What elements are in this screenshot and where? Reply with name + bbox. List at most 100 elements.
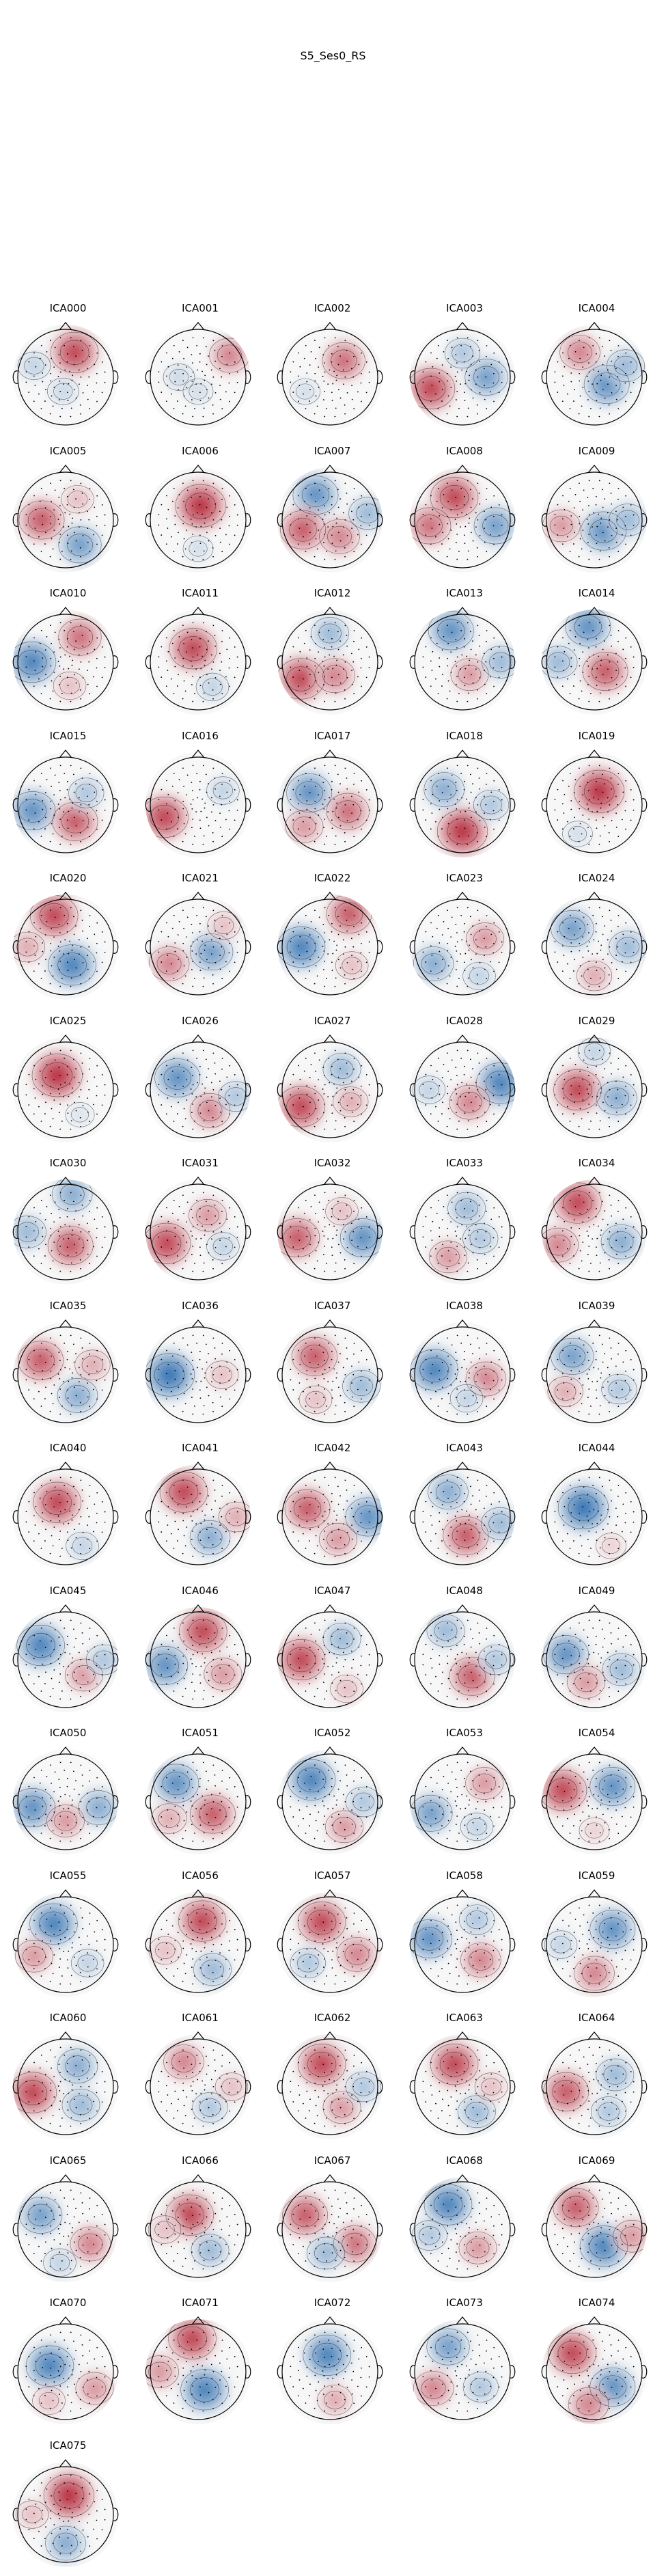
topomap-ica004: ICA004 <box>537 302 656 439</box>
component-label: ICA024 <box>537 872 656 884</box>
positive-region <box>56 477 100 521</box>
topomap-plot <box>141 1315 255 1429</box>
topomap-plot <box>405 1172 520 1287</box>
topomap-plot <box>8 887 123 1002</box>
topomap-plot <box>273 1742 387 1856</box>
topomap-ica003: ICA003 <box>405 302 525 439</box>
topomap-ica066: ICA066 <box>141 2154 260 2291</box>
component-label: ICA053 <box>405 1727 525 1739</box>
topomap-plot <box>141 1600 255 1714</box>
topomap-ica068: ICA068 <box>405 2154 525 2291</box>
topomap-plot <box>537 317 652 432</box>
component-label: ICA055 <box>8 1869 128 1882</box>
component-label: ICA064 <box>537 2012 656 2024</box>
topomap-ica016: ICA016 <box>141 730 260 866</box>
component-label: ICA042 <box>273 1442 392 1454</box>
component-label: ICA022 <box>273 872 392 884</box>
topomap-plot <box>8 1457 123 1572</box>
topomap-plot <box>273 1030 387 1145</box>
negative-region <box>285 1939 332 1986</box>
positive-region <box>70 2363 120 2414</box>
negative-region <box>420 1605 471 1656</box>
negative-region <box>539 1923 583 1967</box>
topomap-plot <box>141 1457 255 1572</box>
negative-region <box>201 769 245 812</box>
topomap-ica026: ICA026 <box>141 1015 260 1151</box>
component-label: ICA036 <box>141 1300 260 1312</box>
topomap-plot <box>8 2169 123 2284</box>
topomap-ica069: ICA069 <box>537 2154 656 2291</box>
component-label: ICA063 <box>405 2012 525 2024</box>
topomap-plot <box>8 602 123 717</box>
topomap-ica067: ICA067 <box>273 2154 392 2291</box>
topomap-ica017: ICA017 <box>273 730 392 866</box>
topomap-plot <box>537 1315 652 1429</box>
negative-region <box>201 1224 245 1268</box>
component-label: ICA041 <box>141 1442 260 1454</box>
topomap-plot <box>141 317 255 432</box>
topomap-plot <box>537 2027 652 2141</box>
negative-region <box>596 1365 643 1412</box>
topomap-plot <box>537 1600 652 1714</box>
topomap-plot <box>141 602 255 717</box>
component-label: ICA048 <box>405 1585 525 1597</box>
component-label: ICA054 <box>537 1727 656 1739</box>
topomap-ica006: ICA006 <box>141 445 260 581</box>
topomap-ica062: ICA062 <box>273 2012 392 2148</box>
negative-region <box>305 608 355 659</box>
negative-region <box>317 1613 367 1664</box>
topomap-plot <box>141 1030 255 1145</box>
topomap-plot <box>405 1600 520 1714</box>
topomap-plot <box>273 887 387 1002</box>
component-label: ICA020 <box>8 872 128 884</box>
component-label: ICA069 <box>537 2154 656 2167</box>
positive-region <box>443 1075 496 1128</box>
negative-region <box>455 1805 499 1849</box>
topomap-plot <box>273 317 387 432</box>
topomap-ica040: ICA040 <box>8 1442 128 1578</box>
topomap-ica056: ICA056 <box>141 1869 260 2006</box>
topomap-ica053: ICA053 <box>405 1727 525 1863</box>
topomap-ica074: ICA074 <box>537 2297 656 2433</box>
topomap-plot <box>405 1315 520 1429</box>
component-label: ICA021 <box>141 872 260 884</box>
negative-region <box>61 1524 105 1568</box>
topomap-ica028: ICA028 <box>405 1015 525 1151</box>
positive-region <box>320 1190 364 1233</box>
component-label: ICA001 <box>141 302 260 314</box>
component-label: ICA003 <box>405 302 525 314</box>
topomap-plot <box>141 887 255 1002</box>
topomap-plot <box>8 1600 123 1714</box>
component-label: ICA047 <box>273 1585 392 1597</box>
component-label: ICA014 <box>537 587 656 599</box>
topomap-plot <box>273 745 387 860</box>
negative-region <box>406 2212 453 2259</box>
topomap-ica022: ICA022 <box>273 872 392 1009</box>
component-label: ICA007 <box>273 445 392 457</box>
component-label: ICA028 <box>405 1015 525 1027</box>
topomap-ica042: ICA042 <box>273 1442 392 1578</box>
component-label: ICA032 <box>273 1157 392 1169</box>
topomap-ica054: ICA054 <box>537 1727 656 1863</box>
topomap-plot <box>273 460 387 575</box>
component-label: ICA056 <box>141 1869 260 1882</box>
topomap-plot <box>537 1885 652 1999</box>
negative-region <box>457 955 501 998</box>
component-label: ICA074 <box>537 2297 656 2309</box>
component-label: ICA006 <box>141 445 260 457</box>
negative-region <box>178 372 218 412</box>
topomap-plot <box>537 2169 652 2284</box>
topomap-ica018: ICA018 <box>405 730 525 866</box>
component-label: ICA023 <box>405 872 525 884</box>
component-label: ICA044 <box>537 1442 656 1454</box>
topomap-plot <box>273 1600 387 1714</box>
topomap-ica055: ICA055 <box>8 1869 128 2006</box>
topomap-plot <box>405 460 520 575</box>
topomap-plot <box>273 2169 387 2284</box>
component-label: ICA002 <box>273 302 392 314</box>
topomap-ica015: ICA015 <box>8 730 128 866</box>
topomap-plot <box>8 317 123 432</box>
component-label: ICA019 <box>537 730 656 742</box>
positive-region <box>10 2493 54 2536</box>
topomap-ica005: ICA005 <box>8 445 128 581</box>
